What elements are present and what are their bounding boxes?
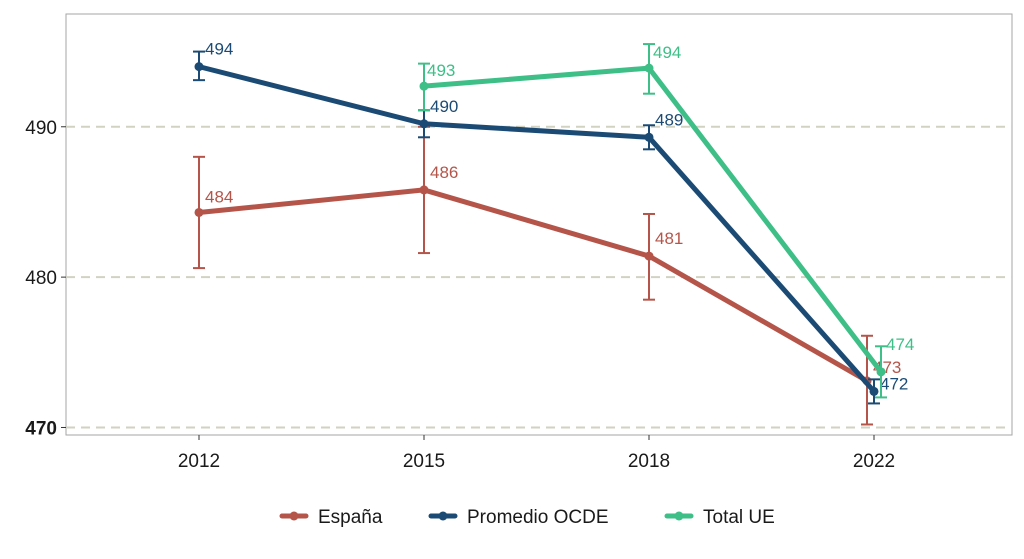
legend-label: Promedio OCDE bbox=[467, 507, 609, 528]
series-promedio-ocde: 494 490 489 472 bbox=[193, 40, 908, 405]
y-tick-label-480: 480 bbox=[25, 268, 57, 289]
data-point bbox=[194, 62, 204, 72]
data-label: 474 bbox=[886, 335, 914, 354]
data-label: 484 bbox=[205, 187, 233, 206]
legend: España Promedio OCDE Total UE bbox=[279, 507, 775, 528]
data-label: 481 bbox=[655, 229, 683, 248]
data-label: 494 bbox=[205, 40, 233, 59]
data-label: 494 bbox=[653, 43, 681, 62]
legend-swatch-point bbox=[674, 511, 684, 521]
legend-label: Total UE bbox=[703, 507, 775, 528]
data-point bbox=[194, 207, 204, 217]
x-axis: 2012 2015 2018 2022 bbox=[178, 435, 895, 472]
series-line bbox=[196, 64, 877, 394]
legend-swatch-point bbox=[438, 511, 448, 521]
data-point bbox=[419, 119, 429, 129]
data-label: 490 bbox=[430, 97, 458, 116]
series-line bbox=[196, 187, 870, 384]
data-point bbox=[644, 251, 654, 261]
data-point bbox=[869, 386, 879, 396]
legend-swatch-point bbox=[289, 511, 299, 521]
gridlines bbox=[66, 125, 1012, 429]
y-tick-label-470: 470 bbox=[25, 418, 57, 439]
data-point bbox=[644, 132, 654, 142]
x-tick-label-2015: 2015 bbox=[403, 451, 445, 472]
data-point bbox=[419, 185, 429, 195]
legend-label: España bbox=[318, 507, 383, 528]
data-point bbox=[419, 81, 429, 91]
legend-item-total-ue: Total UE bbox=[664, 507, 775, 528]
data-label: 489 bbox=[655, 110, 683, 129]
data-point bbox=[644, 63, 654, 73]
data-label: 472 bbox=[880, 374, 908, 393]
x-tick-label-2018: 2018 bbox=[628, 451, 670, 472]
series-total-ue: 493 494 474 bbox=[418, 43, 914, 399]
legend-item-españa: España bbox=[279, 507, 383, 528]
data-point bbox=[876, 367, 886, 377]
legend-item-promedio-ocde: Promedio OCDE bbox=[428, 507, 609, 528]
x-tick-label-2022: 2022 bbox=[853, 451, 895, 472]
y-axis: 470 480 490 bbox=[25, 118, 66, 439]
y-tick-label-490: 490 bbox=[25, 118, 57, 139]
data-label: 493 bbox=[427, 61, 455, 80]
data-label: 486 bbox=[430, 163, 458, 182]
x-tick-label-2012: 2012 bbox=[178, 451, 220, 472]
